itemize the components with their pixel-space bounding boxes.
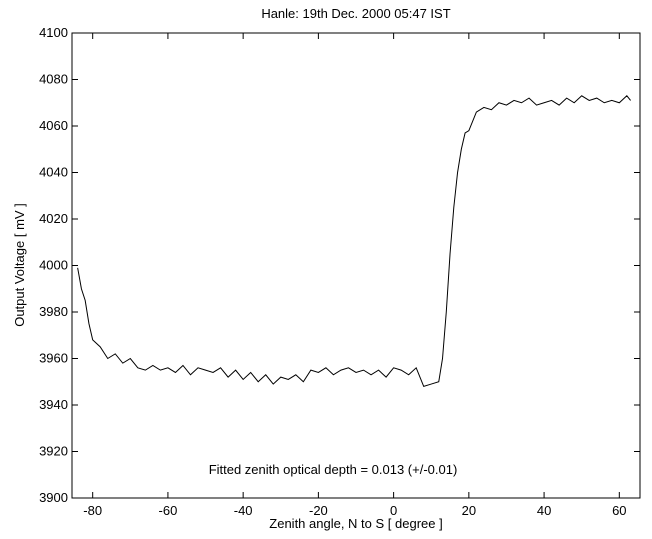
x-tick-label: -60 [159,503,178,518]
y-tick-label: 3920 [39,444,68,459]
y-tick-label: 3980 [39,304,68,319]
x-axis-label: Zenith angle, N to S [ degree ] [269,516,442,531]
chart-title: Hanle: 19th Dec. 2000 05:47 IST [261,6,450,21]
x-tick-label: 60 [612,503,626,518]
y-tick-label: 3960 [39,351,68,366]
x-tick-label: 20 [462,503,476,518]
y-tick-label: 4100 [39,25,68,40]
y-tick-label: 3900 [39,490,68,505]
data-line [77,95,631,388]
y-tick-label: 3940 [39,397,68,412]
y-tick-label: 4040 [39,165,68,180]
y-tick-label: 4080 [39,72,68,87]
y-tick-label: 4000 [39,258,68,273]
x-tick-label: -20 [309,503,328,518]
annotation: Fitted zenith optical depth = 0.013 (+/-… [209,462,458,477]
y-axis-label: Output Voltage [ mV ] [12,203,27,327]
x-tick-label: 0 [390,503,397,518]
x-tick-label: 40 [537,503,551,518]
x-tick-label: -40 [234,503,253,518]
x-tick-label: -80 [83,503,102,518]
y-tick-label: 4060 [39,118,68,133]
y-tick-label: 4020 [39,211,68,226]
